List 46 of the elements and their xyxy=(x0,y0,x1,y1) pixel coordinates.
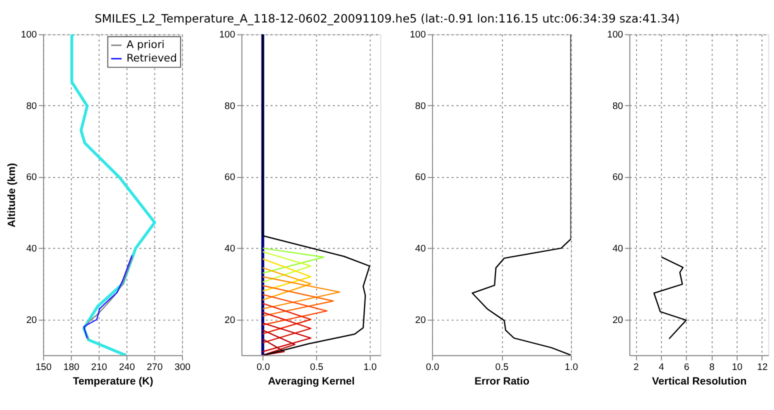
text: SMILES_L2_Temperature_A_118-12-0602_20091109.he5 (lat:-0.91 lon:116.15 utc:06:34:39 sza:41.34) xyxy=(94,11,680,26)
y-tick-label: 100 xyxy=(219,30,236,41)
x-tick-label: 10 xyxy=(732,362,742,374)
y-tick-label: 20 xyxy=(224,314,236,326)
x-axis-title: Temperature (K) xyxy=(72,375,154,388)
x-tick-label: 1.0 xyxy=(564,362,578,374)
x-tick-label: 0.5 xyxy=(495,362,509,374)
x-tick-label: 8 xyxy=(709,362,715,374)
x-tick-label: 150 xyxy=(36,362,52,374)
y-tick-label: 80 xyxy=(612,100,624,112)
y-tick-label: 60 xyxy=(415,172,426,184)
y-tick-label: 100 xyxy=(410,30,426,41)
x-tick-label: 0.5 xyxy=(310,362,324,374)
legend-label: A priori xyxy=(126,39,165,52)
x-tick-label: 0.0 xyxy=(426,362,440,374)
x-tick-label: 6 xyxy=(684,362,690,374)
x-axis-title: Vertical Resolution xyxy=(652,375,747,388)
x-tick-label: 4 xyxy=(658,362,665,374)
y-tick-label: 80 xyxy=(415,100,426,112)
x-axis-title: Averaging Kernel xyxy=(268,375,355,388)
x-tick-label: 210 xyxy=(91,362,108,374)
y-tick-label: 20 xyxy=(415,314,426,326)
x-tick-label: 12 xyxy=(757,362,768,374)
x-tick-label: 270 xyxy=(146,362,163,374)
y-tick-label: 20 xyxy=(612,314,624,326)
y-tick-label: 60 xyxy=(612,172,624,184)
y-tick-label: 60 xyxy=(224,172,236,184)
y-tick-label: 40 xyxy=(224,244,236,255)
x-tick-label: 2 xyxy=(633,362,639,374)
x-tick-label: 180 xyxy=(63,362,80,374)
y-tick-label: 40 xyxy=(415,244,426,255)
x-axis-title: Error Ratio xyxy=(474,375,530,388)
y-tick-label: 20 xyxy=(26,314,37,326)
y-tick-label: 80 xyxy=(224,100,236,112)
y-tick-label: 40 xyxy=(612,244,624,255)
y-axis-title: Altitude (km) xyxy=(6,163,18,228)
y-tick-label: 60 xyxy=(26,172,37,184)
y-tick-label: 100 xyxy=(20,30,37,41)
y-tick-label: 80 xyxy=(26,100,37,112)
y-tick-label: 100 xyxy=(607,30,624,41)
x-tick-label: 0.0 xyxy=(256,362,270,374)
legend-label: Retrieved xyxy=(126,52,177,65)
x-tick-label: 240 xyxy=(118,362,135,374)
y-tick-label: 40 xyxy=(26,244,37,255)
x-tick-label: 300 xyxy=(174,362,190,374)
x-tick-label: 1.0 xyxy=(363,362,377,374)
